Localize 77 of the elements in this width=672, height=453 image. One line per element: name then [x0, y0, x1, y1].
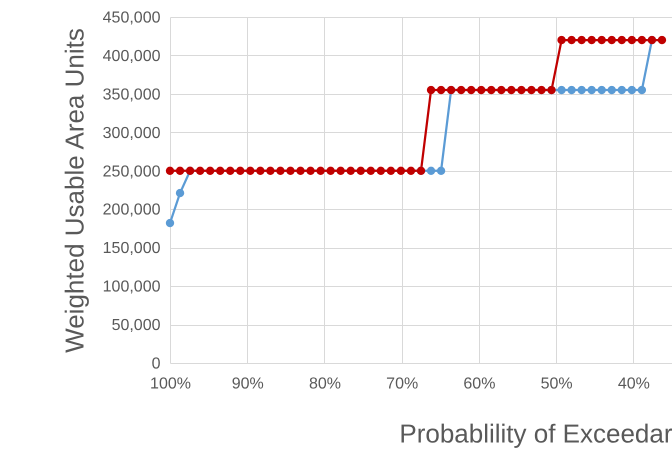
- point: [517, 86, 526, 94]
- point: [276, 166, 285, 175]
- point: [567, 36, 576, 44]
- x-tick-label: 60%: [463, 376, 496, 392]
- point: [246, 166, 255, 175]
- point: [638, 36, 646, 44]
- x-tick-label: 90%: [232, 376, 264, 392]
- point: [618, 86, 626, 94]
- point: [366, 166, 375, 175]
- x-tick-label: 40%: [618, 376, 650, 392]
- x-tick-label: 80%: [308, 376, 341, 392]
- point: [628, 36, 636, 44]
- point: [638, 86, 646, 94]
- y-tick-label: 100,000: [102, 278, 161, 296]
- y-tick-label: 250,000: [102, 163, 161, 180]
- point: [296, 166, 305, 175]
- point: [577, 36, 586, 44]
- y-tick-label: 400,000: [102, 48, 161, 65]
- point: [658, 36, 666, 44]
- point: [256, 166, 265, 175]
- point: [176, 188, 184, 198]
- y-tick-label: 450,000: [102, 10, 161, 26]
- point: [406, 166, 416, 175]
- point: [467, 86, 476, 94]
- x-tick-label: 100%: [150, 376, 191, 392]
- point: [557, 86, 566, 94]
- point: [236, 166, 244, 175]
- point: [356, 166, 365, 175]
- point: [587, 36, 596, 44]
- point: [396, 166, 406, 175]
- point: [628, 86, 636, 94]
- point: [166, 166, 174, 175]
- point: [266, 166, 275, 175]
- point: [608, 36, 616, 44]
- point: [537, 86, 546, 94]
- point: [436, 166, 446, 175]
- point: [618, 36, 626, 44]
- point: [598, 86, 606, 94]
- point: [226, 166, 234, 175]
- y-tick-label: 50,000: [112, 317, 161, 334]
- point: [346, 166, 355, 175]
- point: [426, 166, 436, 175]
- point: [608, 86, 616, 94]
- point: [386, 166, 396, 175]
- point: [326, 166, 335, 175]
- point: [166, 218, 174, 228]
- y-tick-label: 350,000: [102, 86, 161, 104]
- point: [336, 166, 345, 175]
- y-tick-label: 0: [152, 356, 161, 372]
- point: [216, 166, 224, 175]
- point: [497, 86, 506, 94]
- point: [196, 166, 204, 175]
- y-tick-label: 300,000: [102, 124, 161, 142]
- y-tick-label: 150,000: [102, 240, 161, 258]
- point: [176, 166, 184, 175]
- point: [436, 86, 446, 94]
- point: [507, 86, 516, 94]
- point: [598, 36, 606, 44]
- x-axis-title: Probablility of Exceedar: [399, 418, 672, 448]
- point: [577, 86, 586, 94]
- point: [306, 166, 315, 175]
- point: [477, 86, 486, 94]
- x-tick-label: 50%: [540, 376, 573, 392]
- point: [567, 86, 576, 94]
- point: [456, 86, 466, 94]
- point: [587, 86, 596, 94]
- point: [426, 86, 436, 94]
- x-tick-label: 70%: [386, 376, 418, 392]
- point: [557, 36, 566, 44]
- point: [527, 86, 536, 94]
- y-axis-title: Weighted Usable Area Units: [60, 28, 90, 353]
- point: [487, 86, 496, 94]
- y-tick-label: 200,000: [102, 202, 161, 219]
- point: [286, 166, 295, 175]
- point: [206, 166, 214, 175]
- point: [316, 166, 325, 175]
- point: [376, 166, 386, 175]
